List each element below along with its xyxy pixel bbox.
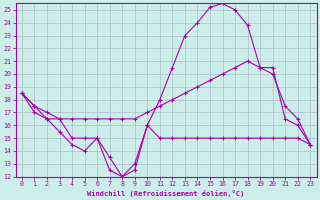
X-axis label: Windchill (Refroidissement éolien,°C): Windchill (Refroidissement éolien,°C): [87, 190, 245, 197]
